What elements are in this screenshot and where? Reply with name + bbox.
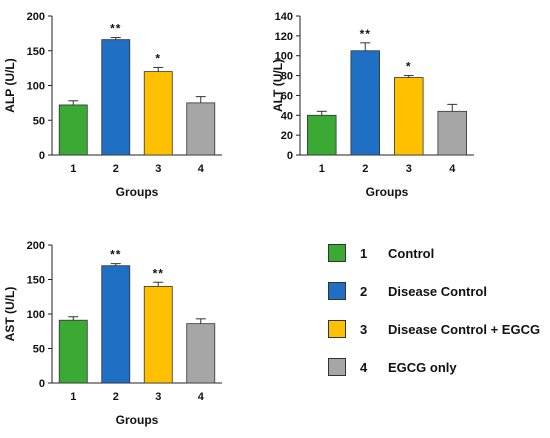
alt-y-tick-label: 100 [275,51,293,63]
alp-x-tick-label-2: 2 [113,163,119,175]
ast-x-tick-label-3: 3 [155,391,161,403]
legend-item-1: 1 Control [328,243,540,263]
alt-y-tick-label: 80 [281,71,293,83]
ast-significance-3: ** [153,266,164,280]
legend-swatch-2 [328,282,346,300]
legend-item-4: 4 EGCG only [328,357,540,377]
alp-significance-2: ** [110,22,121,36]
legend-number-2: 2 [360,283,368,299]
alt-y-tick-label: 40 [281,110,293,122]
ast-bar-2 [101,265,131,384]
ast-x-axis-title: Groups [116,413,159,427]
legend: 1 Control 2 Disease Control 3 Disease Co… [328,243,540,395]
alt-significance-2: ** [360,27,371,41]
ast-x-tick-label-2: 2 [113,391,119,403]
legend-item-2: 2 Disease Control [328,281,540,301]
alt-significance-3: * [406,60,412,74]
alp-y-tick-label: 200 [27,11,45,23]
ast-x-tick-label-1: 1 [70,391,76,403]
alt-y-tick-label: 0 [287,150,293,162]
alp-bar-2 [101,39,131,156]
alp-x-tick-label-3: 3 [155,163,161,175]
legend-swatch-4 [328,358,346,376]
legend-number-4: 4 [360,359,368,375]
alt-bar-2 [350,50,381,156]
legend-label-3: Disease Control + EGCG [388,321,541,337]
alp-x-tick-label-4: 4 [198,163,205,175]
alt-x-tick-label-4: 4 [449,163,456,175]
ast-bar-4 [186,323,216,384]
legend-swatch-3 [328,320,346,338]
ast-x-tick-label-4: 4 [198,391,205,403]
alt-x-tick-label-2: 2 [362,163,368,175]
alp-bar-3 [143,71,173,156]
alp-y-tick-label: 0 [39,150,45,162]
legend-label-1: Control [388,245,435,261]
alp-y-tick-label: 100 [27,81,45,93]
ast-y-tick-label: 200 [27,240,45,252]
ast-y-tick-label: 150 [27,275,45,287]
legend-number-3: 3 [360,321,368,337]
alp-x-axis-title: Groups [116,185,159,199]
alt-y-tick-label: 120 [275,31,293,43]
alt-y-axis-title: ALT (U/L) [271,59,285,112]
alt-x-tick-label-1: 1 [319,163,325,175]
legend-swatch-1 [328,244,346,262]
alp-significance-3: * [155,51,161,65]
alt-bar-3 [393,77,424,156]
alp-bar-4 [186,102,216,156]
ast-bar-3 [143,286,173,384]
legend-label-4: EGCG only [388,359,457,375]
ast-y-tick-label: 100 [27,309,45,321]
ast-y-axis-title: AST (U/L) [3,287,17,342]
alt-bar-1 [306,114,337,156]
alp-bar-1 [58,104,88,156]
ast-y-tick-label: 0 [39,378,45,390]
alp-y-tick-label: 50 [33,115,45,127]
ast-significance-2: ** [110,248,121,262]
ast-y-tick-label: 50 [33,344,45,356]
alt-chart: 0 20 40 60 80 100 120 140 1 ** 2 * 3 4 Groups ALT (U/L) [271,11,474,199]
alp-y-axis-title: ALP (U/L) [3,58,17,112]
alp-x-tick-label-1: 1 [70,163,76,175]
alt-bar-4 [437,110,468,156]
alt-y-tick-label: 140 [275,11,293,23]
ast-chart: 0 50 100 150 200 1 ** 2 ** 3 4 Groups AST (U/L) [3,240,222,427]
legend-label-2: Disease Control [388,283,487,299]
alt-y-tick-label: 20 [281,130,293,142]
alt-x-tick-label-3: 3 [406,163,412,175]
alt-y-tick-label: 60 [281,90,293,102]
alp-chart: 0 50 100 150 200 1 ** 2 * 3 4 Groups ALP (U/L) [3,11,222,199]
legend-item-3: 3 Disease Control + EGCG [328,319,540,339]
alt-x-axis-title: Groups [366,185,409,199]
legend-number-1: 1 [360,245,368,261]
alp-y-tick-label: 150 [27,46,45,58]
ast-bar-1 [58,319,88,384]
